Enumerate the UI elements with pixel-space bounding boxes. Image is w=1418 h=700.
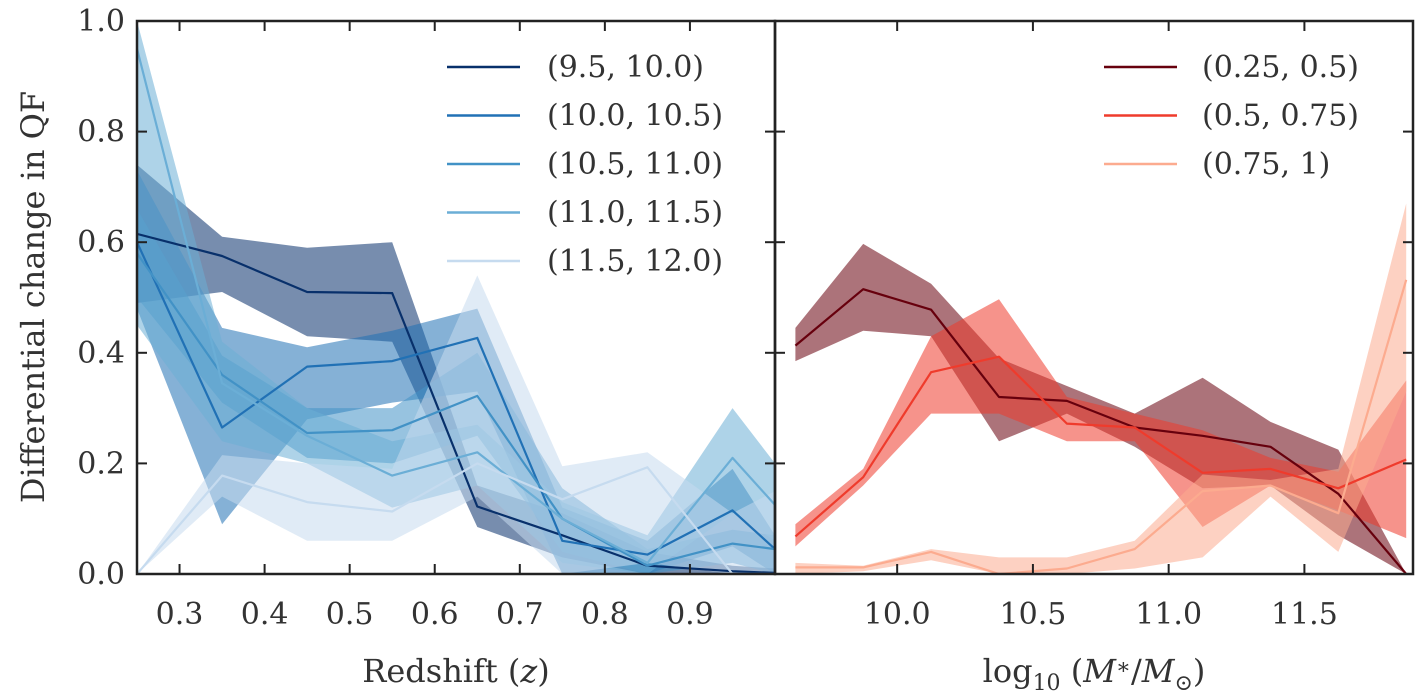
left-x-axis-label-var: z [519, 652, 538, 690]
y-tick-label: 0.8 [77, 115, 125, 150]
left-band-1 [137, 164, 775, 574]
left-legend-label-4: (11.0, 11.5) [547, 196, 723, 231]
left-x-tick-label: 0.4 [241, 597, 289, 632]
left-ticks: 0.3 0.4 0.5 0.6 0.7 0.8 0.9 0.0 0.2 0.4 0.6 0.8 1.0 [77, 4, 775, 632]
y-tick-label: 0.0 [77, 557, 125, 592]
left-series-line-3 [137, 252, 775, 567]
right-x-axis-label-log-sub: 10 [1033, 671, 1061, 696]
right-x-axis-label-num-sub: ∗ [1116, 655, 1131, 680]
right-x-tick-label: 11.0 [1135, 597, 1202, 632]
left-x-tick-label: 0.8 [581, 597, 629, 632]
left-x-tick-label: 0.9 [666, 597, 714, 632]
right-x-axis-label-den: M [1141, 652, 1176, 690]
right-lines [794, 279, 1408, 574]
right-bands [795, 203, 1407, 574]
right-x-axis-label-log: log [983, 652, 1033, 690]
left-series-line-2 [137, 241, 775, 556]
right-x-tick-label: 11.5 [1271, 597, 1338, 632]
left-legend-label-2: (10.0, 10.5) [547, 99, 723, 134]
right-series-line-2 [794, 355, 1407, 538]
left-x-axis-label-text: Redshift [362, 652, 498, 690]
right-ticks: 10.0 10.5 11.0 11.5 [775, 20, 1413, 632]
right-legend-label-1: (0.25, 0.5) [1202, 50, 1359, 85]
right-legend-label-3: (0.75, 1) [1202, 147, 1330, 182]
right-plot-frame [773, 19, 1415, 576]
right-x-axis-label-num: M [1082, 652, 1117, 690]
right-legend-label-2: (0.5, 0.75) [1202, 99, 1359, 134]
left-series-line-4 [137, 48, 775, 565]
right-panel: 10.0 10.5 11.0 11.5 (0.25, 0.5)(0.5, 0.75)(… [773, 19, 1415, 696]
left-lines [137, 48, 775, 574]
left-x-tick-label: 0.5 [326, 597, 374, 632]
right-series-line-1 [794, 288, 1408, 574]
left-series-line-1 [137, 232, 775, 574]
right-x-axis-label-den-sub: ⊙ [1174, 671, 1192, 696]
right-legend: (0.25, 0.5) (0.5, 0.75) (0.75, 1) [1104, 50, 1359, 182]
left-legend-label-5: (11.5, 12.0) [547, 244, 723, 279]
left-x-axis-label: Redshift (z) [362, 652, 549, 690]
y-axis-label: Differential change in QF [14, 91, 52, 503]
right-x-tick-label: 10.0 [864, 597, 931, 632]
right-x-axis-label: log10 (M∗/M⊙) [983, 652, 1206, 696]
left-x-tick-label: 0.7 [496, 597, 544, 632]
y-tick-label: 0.2 [77, 446, 125, 481]
y-tick-label: 1.0 [77, 4, 125, 39]
left-legend-label-1: (9.5, 10.0) [547, 50, 704, 85]
left-x-tick-label: 0.3 [156, 597, 204, 632]
y-tick-label: 0.6 [77, 225, 125, 260]
left-x-tick-label: 0.6 [411, 597, 459, 632]
left-legend-label-3: (10.5, 11.0) [547, 147, 723, 182]
right-series-line-3 [795, 279, 1408, 574]
y-tick-label: 0.4 [77, 336, 125, 371]
right-band-3 [795, 203, 1407, 574]
left-band-4 [137, 21, 775, 574]
left-panel: 0.3 0.4 0.5 0.6 0.7 0.8 0.90.00.20.40.60.81.0 … [14, 4, 777, 690]
left-legend: (9.5, 10.0) (10.0, 10.5) (10.5, 11.0) (11.0… [447, 50, 723, 279]
left-series-line-5 [137, 462, 775, 574]
right-x-tick-label: 10.5 [1000, 597, 1067, 632]
